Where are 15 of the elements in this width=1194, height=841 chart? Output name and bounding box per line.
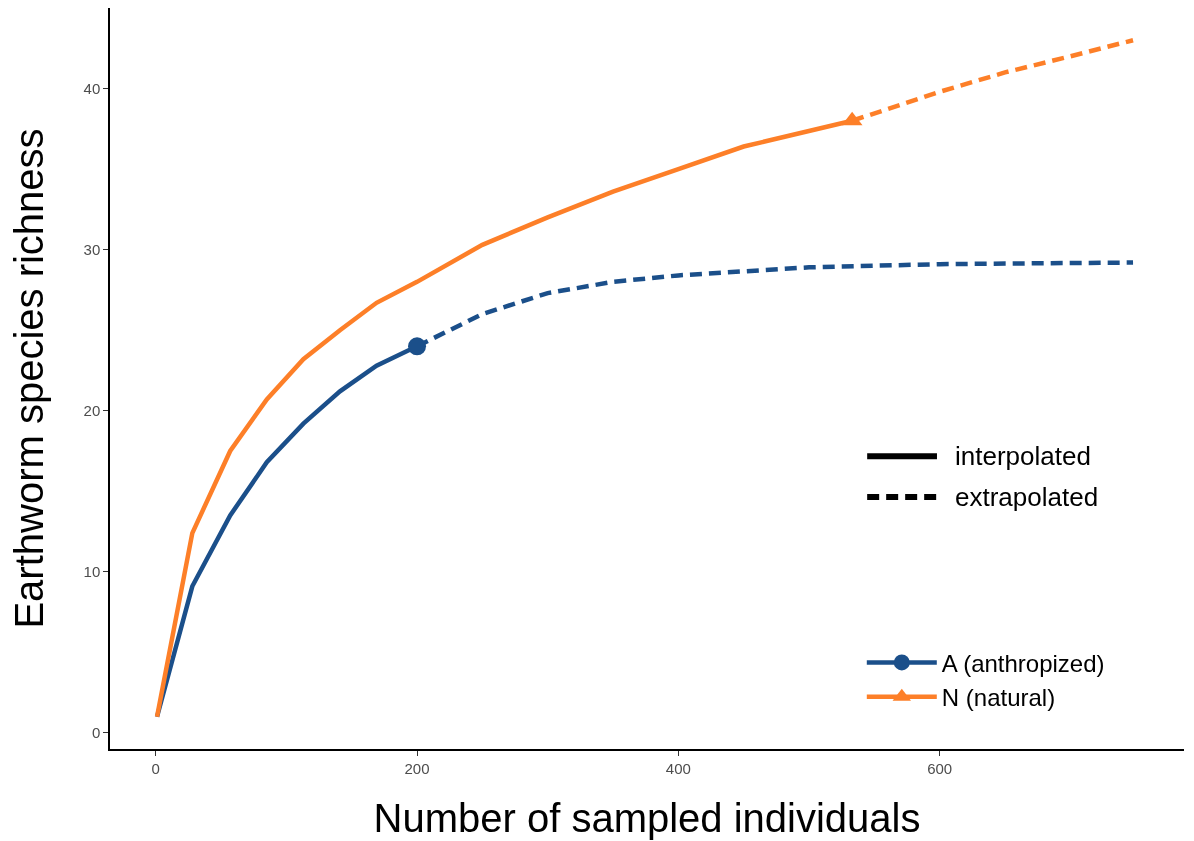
y-tick-label: 20 (83, 401, 101, 419)
y-tick-label: 10 (83, 563, 101, 581)
annotation: interpolated (955, 441, 1091, 471)
x-tick-label: 600 (927, 759, 953, 777)
x-tick-label: 0 (151, 759, 160, 777)
x-tick-label: 200 (404, 759, 430, 777)
y-tick-label: 30 (83, 240, 101, 258)
legend-label: N (natural) (941, 684, 1056, 712)
x-tick-label: 400 (665, 759, 691, 777)
y-tick-label: 0 (91, 724, 101, 742)
legend-label: A (anthropized) (941, 649, 1105, 677)
y-tick-label: 40 (83, 79, 101, 97)
y-axis-title: Earthworm species richness (6, 128, 51, 629)
x-axis-title: Number of sampled individuals (373, 795, 921, 840)
annotation: extrapolated (955, 482, 1099, 512)
